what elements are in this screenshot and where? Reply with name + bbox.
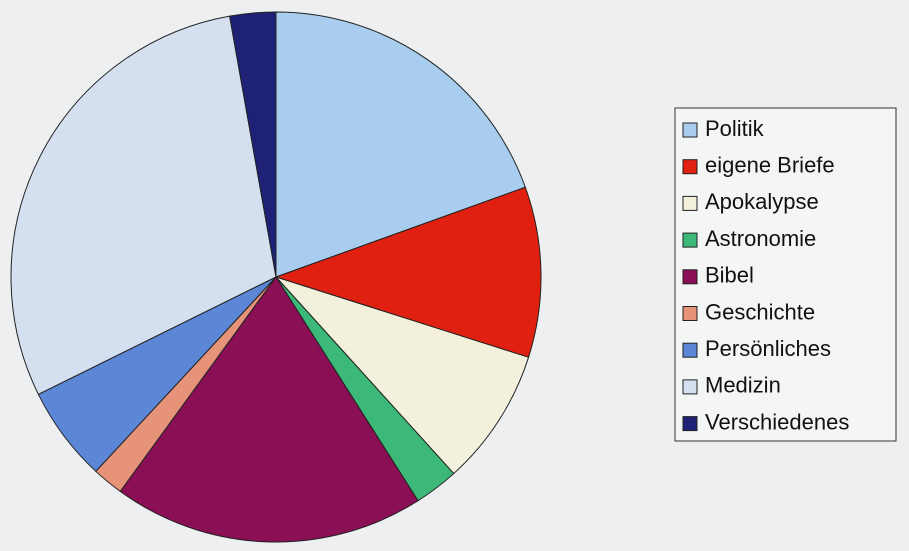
pie-slice <box>119 276 419 543</box>
legend-label: Geschichte <box>705 299 815 324</box>
legend-label: Persönliches <box>705 336 831 361</box>
legend-swatch <box>682 232 698 248</box>
legend-label: eigene Briefe <box>705 153 835 178</box>
legend-swatch <box>682 195 698 211</box>
pie-slice <box>274 275 530 475</box>
legend-swatch <box>682 379 698 395</box>
legend-label: Astronomie <box>705 226 816 251</box>
legend-label: Medizin <box>705 373 781 398</box>
pie-slice <box>229 11 277 278</box>
legend-swatch <box>682 416 698 432</box>
legend-swatch <box>682 269 698 285</box>
legend-swatch <box>682 122 698 138</box>
legend-label: Verschiedenes <box>705 409 849 434</box>
pie-slice <box>275 11 526 278</box>
pie-slice <box>10 15 277 396</box>
legend-label: Politik <box>705 116 765 141</box>
legend-swatch <box>682 159 698 175</box>
legend-label: Apokalypse <box>705 189 819 214</box>
legend-label: Bibel <box>705 263 754 288</box>
legend-swatch <box>682 342 698 358</box>
pie-slice <box>274 186 542 358</box>
legend-box <box>674 107 897 442</box>
legend-swatch <box>682 306 698 321</box>
